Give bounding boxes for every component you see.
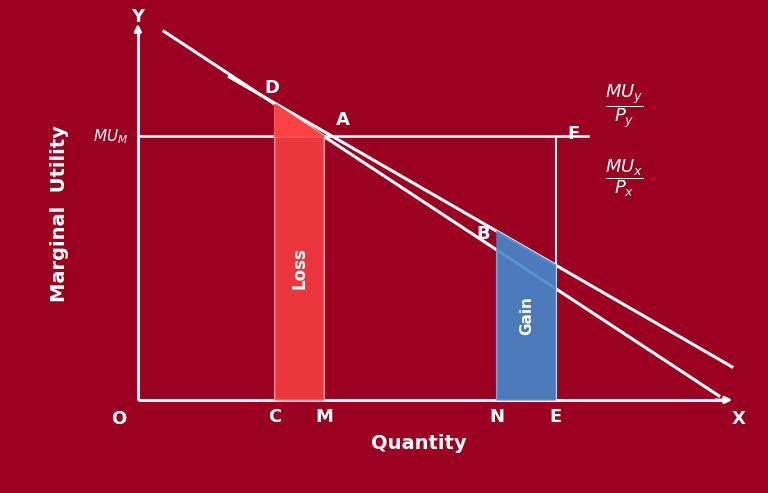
Text: Quantity: Quantity	[371, 434, 466, 453]
Text: A: A	[336, 111, 349, 129]
Text: B: B	[477, 224, 491, 243]
Text: E: E	[550, 408, 561, 426]
Text: $MU_M$: $MU_M$	[93, 127, 128, 146]
Text: C: C	[268, 408, 282, 426]
Text: $\dfrac{MU_y}{P_y}$: $\dfrac{MU_y}{P_y}$	[604, 82, 644, 130]
Text: Marginal  Utility: Marginal Utility	[50, 125, 69, 302]
Text: O: O	[111, 410, 126, 427]
Text: Loss: Loss	[290, 247, 309, 289]
Text: F: F	[568, 125, 580, 143]
Text: X: X	[731, 410, 746, 427]
Polygon shape	[497, 231, 556, 400]
Text: N: N	[489, 408, 505, 426]
Polygon shape	[275, 104, 324, 400]
Text: $\dfrac{MU_x}{P_x}$: $\dfrac{MU_x}{P_x}$	[604, 157, 644, 199]
Polygon shape	[275, 104, 324, 137]
Text: D: D	[264, 79, 280, 97]
Text: Gain: Gain	[518, 296, 534, 335]
Text: M: M	[315, 408, 333, 426]
Text: Y: Y	[131, 8, 144, 26]
